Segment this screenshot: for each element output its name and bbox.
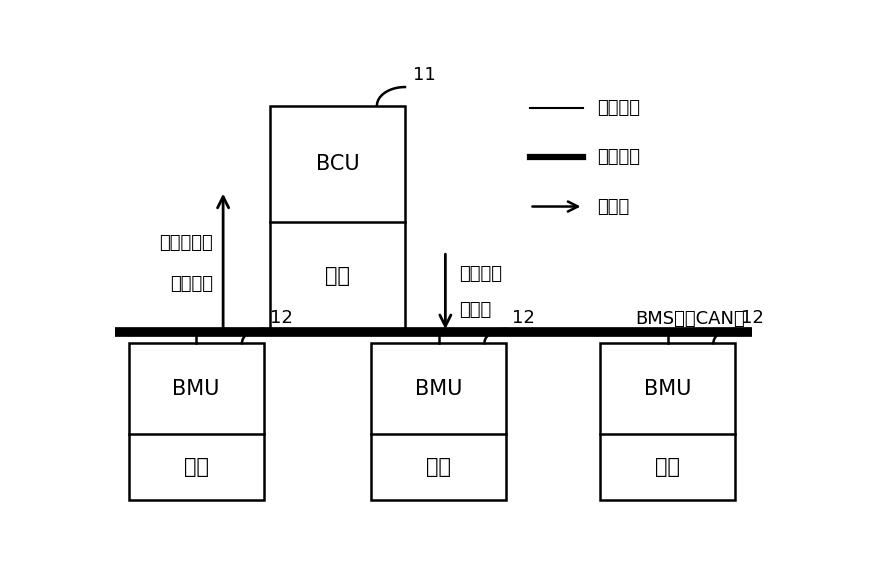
Text: 信息流: 信息流 bbox=[597, 197, 629, 215]
Text: BMS内部CAN网: BMS内部CAN网 bbox=[635, 310, 745, 328]
Text: 从机: 从机 bbox=[426, 457, 451, 477]
Text: BMU: BMU bbox=[415, 379, 462, 399]
Bar bbox=[371, 343, 506, 500]
Bar bbox=[600, 343, 735, 500]
Bar bbox=[270, 106, 405, 330]
Text: BCU: BCU bbox=[315, 154, 360, 174]
Text: 从机: 从机 bbox=[183, 457, 209, 477]
Text: 求指令: 求指令 bbox=[459, 300, 491, 318]
Text: 通信线路: 通信线路 bbox=[597, 99, 640, 117]
Text: 主机: 主机 bbox=[325, 266, 350, 286]
Text: 12: 12 bbox=[270, 308, 293, 327]
Text: 12: 12 bbox=[741, 308, 765, 327]
Text: 通信总线: 通信总线 bbox=[597, 148, 640, 166]
Text: BMU: BMU bbox=[644, 379, 692, 399]
Bar bbox=[129, 343, 263, 500]
Text: 状态信息: 状态信息 bbox=[170, 275, 213, 293]
Text: 从机: 从机 bbox=[655, 457, 680, 477]
Text: 12: 12 bbox=[513, 308, 535, 327]
Text: 11: 11 bbox=[414, 66, 436, 84]
Text: 控制、请: 控制、请 bbox=[459, 265, 501, 283]
Text: 返回数据、: 返回数据、 bbox=[159, 235, 213, 253]
Text: BMU: BMU bbox=[172, 379, 220, 399]
